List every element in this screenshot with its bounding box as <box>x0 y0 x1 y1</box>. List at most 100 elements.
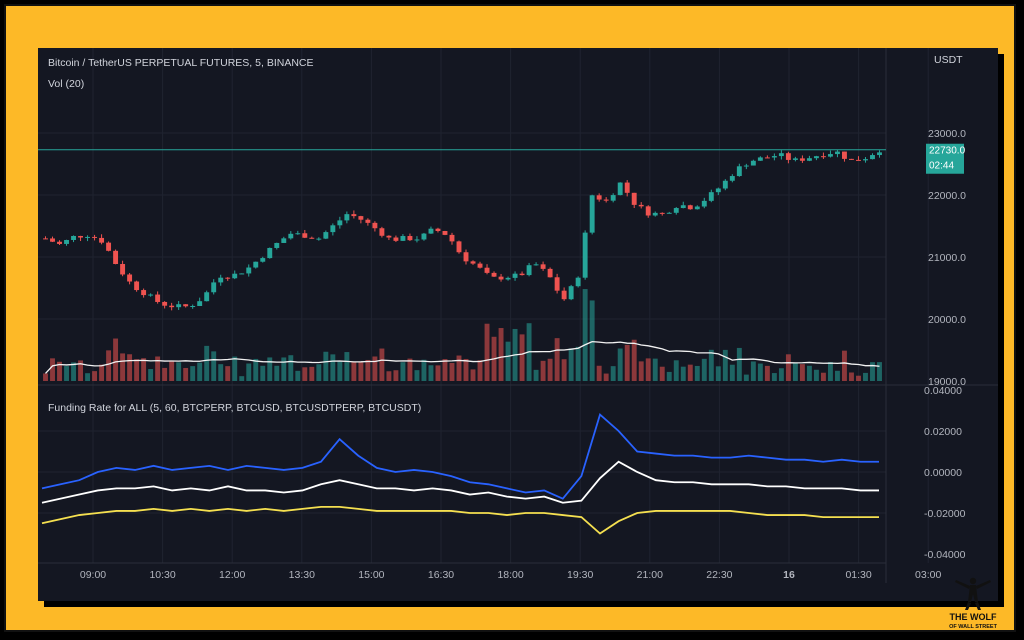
volume-bar <box>302 367 308 381</box>
volume-bar <box>246 363 252 381</box>
funding-axis: 0.04000 0.02000 0.00000 -0.02000 -0.04000 <box>924 385 966 561</box>
candle-body <box>50 238 55 242</box>
candle-body <box>92 236 98 238</box>
candle-body <box>393 237 399 241</box>
volume-bar <box>645 358 651 381</box>
candle-body <box>856 159 861 161</box>
candle-body <box>561 290 567 300</box>
candle-body <box>470 261 476 264</box>
candle-body <box>141 290 147 296</box>
price-axis: 23000.0 22000.0 21000.0 20000.0 19000.0 <box>928 128 966 388</box>
candle-body <box>190 306 196 308</box>
candle-body <box>134 281 140 291</box>
volume-bar <box>78 360 83 381</box>
candle-body <box>323 232 329 239</box>
candle-body <box>442 231 448 235</box>
chart-svg[interactable]: Bitcoin / TetherUS PERPETUAL FUTURES, 5,… <box>38 48 998 601</box>
volume-bar <box>547 358 553 381</box>
volume-bar <box>827 361 833 381</box>
candle-body <box>687 205 693 210</box>
volume-bar <box>113 338 119 381</box>
volume-bar <box>281 357 287 381</box>
candle-body <box>582 232 588 278</box>
candle-body <box>540 264 546 269</box>
candle-body <box>71 235 76 240</box>
candle-body <box>239 273 245 275</box>
volume-label: Vol (20) <box>48 78 84 90</box>
candle-body <box>302 233 308 238</box>
volume-bar <box>337 361 343 381</box>
candle-body <box>85 236 91 238</box>
candle-body <box>512 273 518 278</box>
candle-body <box>715 188 721 193</box>
volume-bar <box>610 366 616 381</box>
volume-bar <box>316 364 322 381</box>
funding-line-blue <box>41 412 879 500</box>
candle-body <box>870 155 875 160</box>
wolf-logo: THE WOLF OF WALL STREET <box>932 572 1014 632</box>
candle-body <box>778 153 784 157</box>
volume-bar <box>225 366 231 381</box>
volume-bar <box>589 300 595 381</box>
time-tick-label: 10:30 <box>149 569 175 581</box>
volume-bar <box>673 360 679 381</box>
candle-body <box>288 233 294 239</box>
candle-countdown: 02:44 <box>929 161 954 172</box>
volume-bar <box>57 361 62 381</box>
candle-body <box>281 238 287 243</box>
volume-bar <box>309 366 315 381</box>
candle-body <box>645 206 651 216</box>
time-tick-label: 16:30 <box>428 569 454 581</box>
volume-bar <box>330 354 336 381</box>
candle-body <box>484 267 490 273</box>
volume-bar <box>694 365 700 381</box>
volume-bar <box>842 350 847 381</box>
candle-body <box>638 204 644 207</box>
candle-body <box>477 263 483 268</box>
candle-body <box>820 156 826 158</box>
volume-bar <box>239 376 245 381</box>
candle-body <box>806 158 812 161</box>
candle-body <box>309 237 315 239</box>
candle-body <box>849 158 854 160</box>
volume-bar <box>344 352 350 381</box>
candle-body <box>197 301 203 307</box>
candle-body <box>421 233 427 240</box>
time-tick-label: 03:00 <box>915 569 941 581</box>
volume-bar <box>372 356 378 381</box>
price-tick-label: 20000.0 <box>928 314 966 326</box>
volume-bar <box>540 360 546 381</box>
candle-body <box>666 212 672 214</box>
currency-label: USDT <box>934 54 963 66</box>
volume-bar <box>43 373 48 381</box>
volume-bar <box>813 369 819 381</box>
time-tick-label: 13:30 <box>289 569 315 581</box>
candle-body <box>813 156 819 159</box>
volume-bar <box>659 366 665 381</box>
candle-body <box>204 292 210 302</box>
candle-body <box>267 247 273 259</box>
volume-bar <box>393 370 399 381</box>
candle-body <box>225 277 231 279</box>
volume-bar <box>729 364 735 381</box>
volume-bar <box>568 348 574 381</box>
volume-bar <box>127 354 133 381</box>
candle-body <box>99 237 105 243</box>
volume-bar <box>197 362 203 381</box>
candle-body <box>64 239 69 244</box>
volume-bar <box>477 360 483 381</box>
candle-body <box>113 250 119 265</box>
time-axis: 09:00 10:30 12:00 13:30 15:00 16:30 18:00 19:30… <box>80 569 942 581</box>
volume-bar <box>666 371 672 381</box>
time-tick-label: 12:00 <box>219 569 245 581</box>
volume-bar <box>701 358 707 381</box>
candle-body <box>603 199 609 201</box>
funding-tick-label: 0.02000 <box>924 426 962 438</box>
candle-body <box>183 304 189 307</box>
funding-tick-label: 0.04000 <box>924 385 962 397</box>
candle-body <box>575 277 581 287</box>
volume-bar <box>603 373 609 381</box>
volume-bar <box>253 358 259 381</box>
candle-body <box>351 214 357 217</box>
volume-bar <box>421 359 427 381</box>
